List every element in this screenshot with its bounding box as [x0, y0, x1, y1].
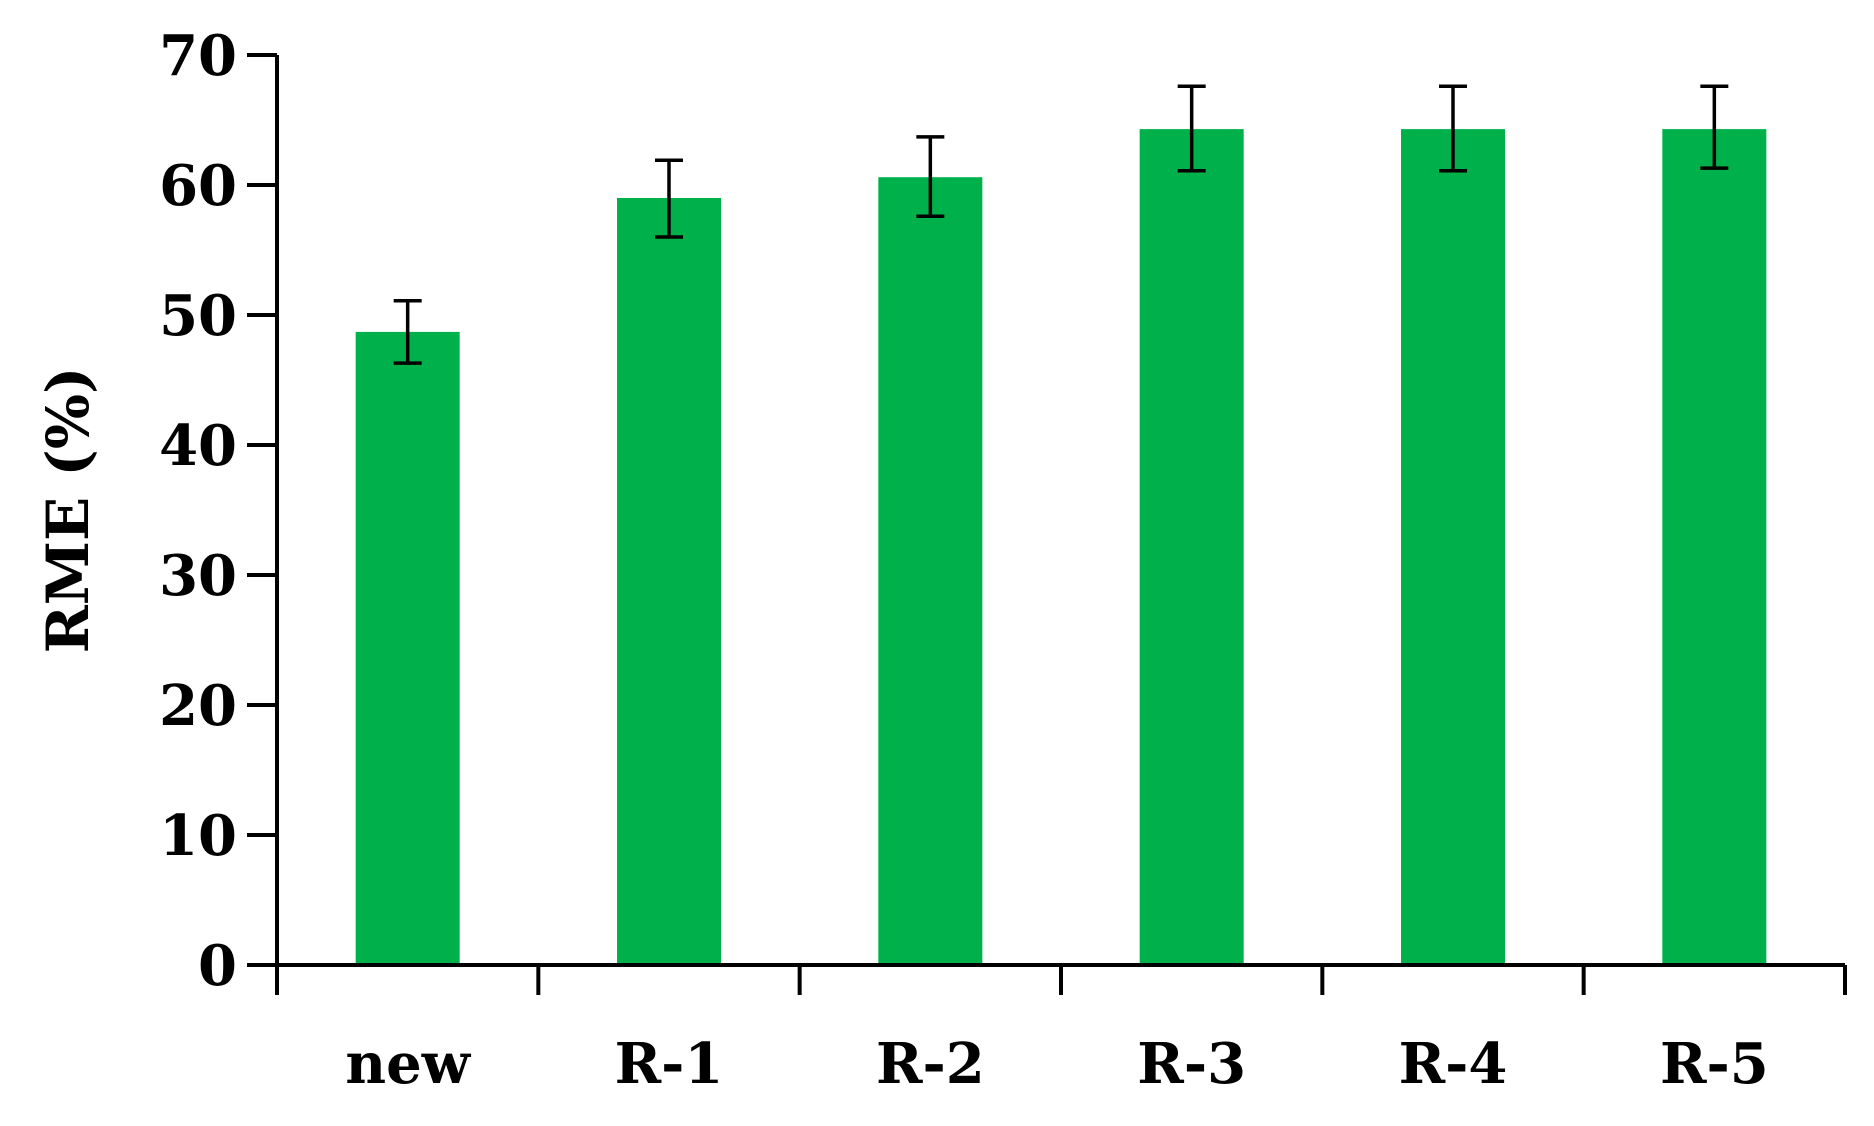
x-category-label: new [345, 1031, 471, 1097]
error-bar-new [393, 298, 422, 365]
x-axis-ticks [275, 965, 1847, 995]
y-tick-label: 60 [159, 153, 237, 219]
x-category-label: R-2 [876, 1031, 985, 1097]
bar-R-5 [1662, 129, 1767, 966]
x-category-label: R-1 [615, 1031, 724, 1097]
y-tick-label: 70 [159, 23, 237, 89]
y-tick-label: 20 [159, 673, 237, 739]
y-tick-label: 10 [159, 803, 237, 869]
bar-R-2 [878, 177, 983, 965]
bar-new [355, 331, 460, 965]
y-tick-label: 30 [159, 543, 237, 609]
y-tick-label: 50 [159, 283, 237, 349]
bars [355, 129, 1767, 966]
error-bars [393, 84, 1729, 365]
y-tick-label: 0 [198, 933, 237, 999]
y-tick-label: 40 [159, 413, 237, 479]
error-bar-R-1 [655, 158, 683, 239]
error-bar-R-5 [1700, 84, 1729, 170]
error-bar-R-2 [916, 135, 945, 218]
x-category-label: R-5 [1660, 1031, 1769, 1097]
error-bar-R-4 [1439, 84, 1467, 173]
x-category-label: R-3 [1137, 1031, 1246, 1097]
x-category-label: R-4 [1399, 1031, 1508, 1097]
error-bar-R-3 [1177, 84, 1206, 173]
y-axis-title: RME (%) [34, 367, 102, 654]
x-axis-labels: new R-1 R-2 R-3 R-4 R-5 [345, 1031, 1768, 1097]
bar-R-3 [1139, 129, 1244, 966]
bar-R-1 [617, 198, 721, 965]
bar-R-4 [1401, 129, 1505, 966]
y-axis-ticks: 0 10 20 30 40 50 60 70 [159, 23, 277, 999]
